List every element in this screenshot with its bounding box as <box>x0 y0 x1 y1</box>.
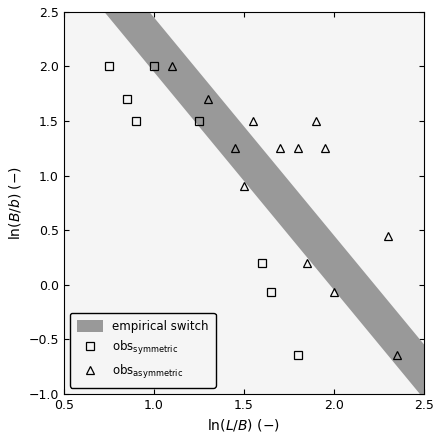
X-axis label: ln($L/B$) (−): ln($L/B$) (−) <box>207 417 280 433</box>
Legend: empirical switch, obs$_{\mathregular{symmetric}}$, obs$_{\mathregular{asymmetric: empirical switch, obs$_{\mathregular{sym… <box>70 313 216 388</box>
Polygon shape <box>64 0 424 399</box>
Y-axis label: ln($B/b$) (−): ln($B/b$) (−) <box>7 166 23 240</box>
